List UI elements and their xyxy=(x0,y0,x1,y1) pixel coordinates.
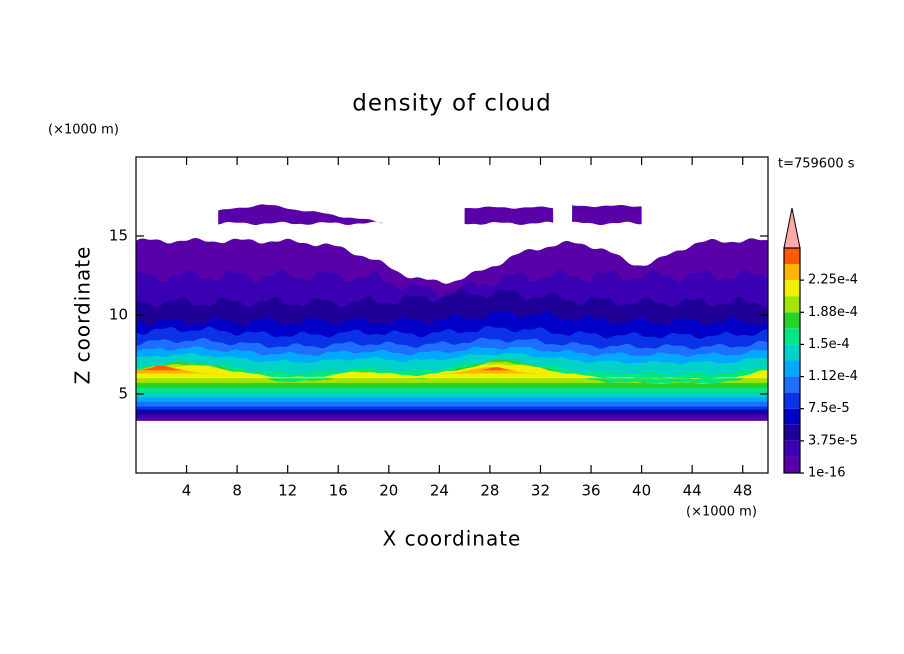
colorbar-tick-label: 1.88e-4 xyxy=(808,305,858,320)
colorbar-tick-label: 1e-16 xyxy=(808,466,846,481)
colorbar-swatch xyxy=(784,264,800,281)
contour-band xyxy=(136,364,768,380)
colorbar-tick-label: 3.75e-5 xyxy=(808,433,858,448)
colorbar-swatch xyxy=(784,440,800,457)
chart-title: density of cloud xyxy=(352,91,551,117)
colorbar-tick-label: 1.12e-4 xyxy=(808,369,858,384)
colorbar-swatch xyxy=(784,344,800,361)
contour-band xyxy=(218,204,383,226)
y-tick-label: 10 xyxy=(109,306,128,324)
colorbar-swatch xyxy=(784,248,800,265)
x-tick-label: 32 xyxy=(531,482,550,500)
contour-band xyxy=(572,205,642,226)
colorbar-tick-label: 1.5e-4 xyxy=(808,337,850,352)
x-tick-label: 36 xyxy=(581,482,600,500)
contour-band xyxy=(136,365,768,374)
x-tick-label: 28 xyxy=(480,482,499,500)
y-tick-label: 15 xyxy=(109,227,128,245)
x-tick-label: 24 xyxy=(430,482,449,500)
colorbar-swatch xyxy=(784,280,800,297)
colorbar-frame xyxy=(783,247,801,474)
colorbar-swatch xyxy=(784,296,800,313)
x-unit: (×1000 m) xyxy=(686,505,757,520)
x-tick-label: 20 xyxy=(379,482,398,500)
colorbar-swatch xyxy=(784,424,800,441)
y-tick-label: 5 xyxy=(118,385,128,403)
y-axis-label: Z coordinate xyxy=(71,246,95,385)
colorbar-swatch xyxy=(784,376,800,393)
time-label: t=759600 s xyxy=(778,157,855,172)
x-axis-label: X coordinate xyxy=(383,527,522,551)
y-unit: (×1000 m) xyxy=(48,123,119,138)
colorbar-swatch xyxy=(784,408,800,425)
colorbar-swatch xyxy=(784,312,800,329)
x-tick-label: 44 xyxy=(683,482,702,500)
x-tick-label: 4 xyxy=(182,482,192,500)
colorbar-tick-label: 7.5e-5 xyxy=(808,401,850,416)
x-tick-label: 48 xyxy=(733,482,752,500)
x-tick-label: 12 xyxy=(278,482,297,500)
colorbar-swatch xyxy=(784,392,800,409)
colorbar-swatch xyxy=(784,360,800,377)
contour-band xyxy=(464,206,554,225)
x-tick-label: 16 xyxy=(329,482,348,500)
colorbar-tick-label: 2.25e-4 xyxy=(808,273,858,288)
colorbar-swatch xyxy=(784,456,800,473)
x-tick-label: 40 xyxy=(632,482,651,500)
x-tick-label: 8 xyxy=(232,482,242,500)
contour-field xyxy=(136,204,768,421)
colorbar-swatch xyxy=(784,328,800,345)
colorbar-extend xyxy=(783,207,801,249)
